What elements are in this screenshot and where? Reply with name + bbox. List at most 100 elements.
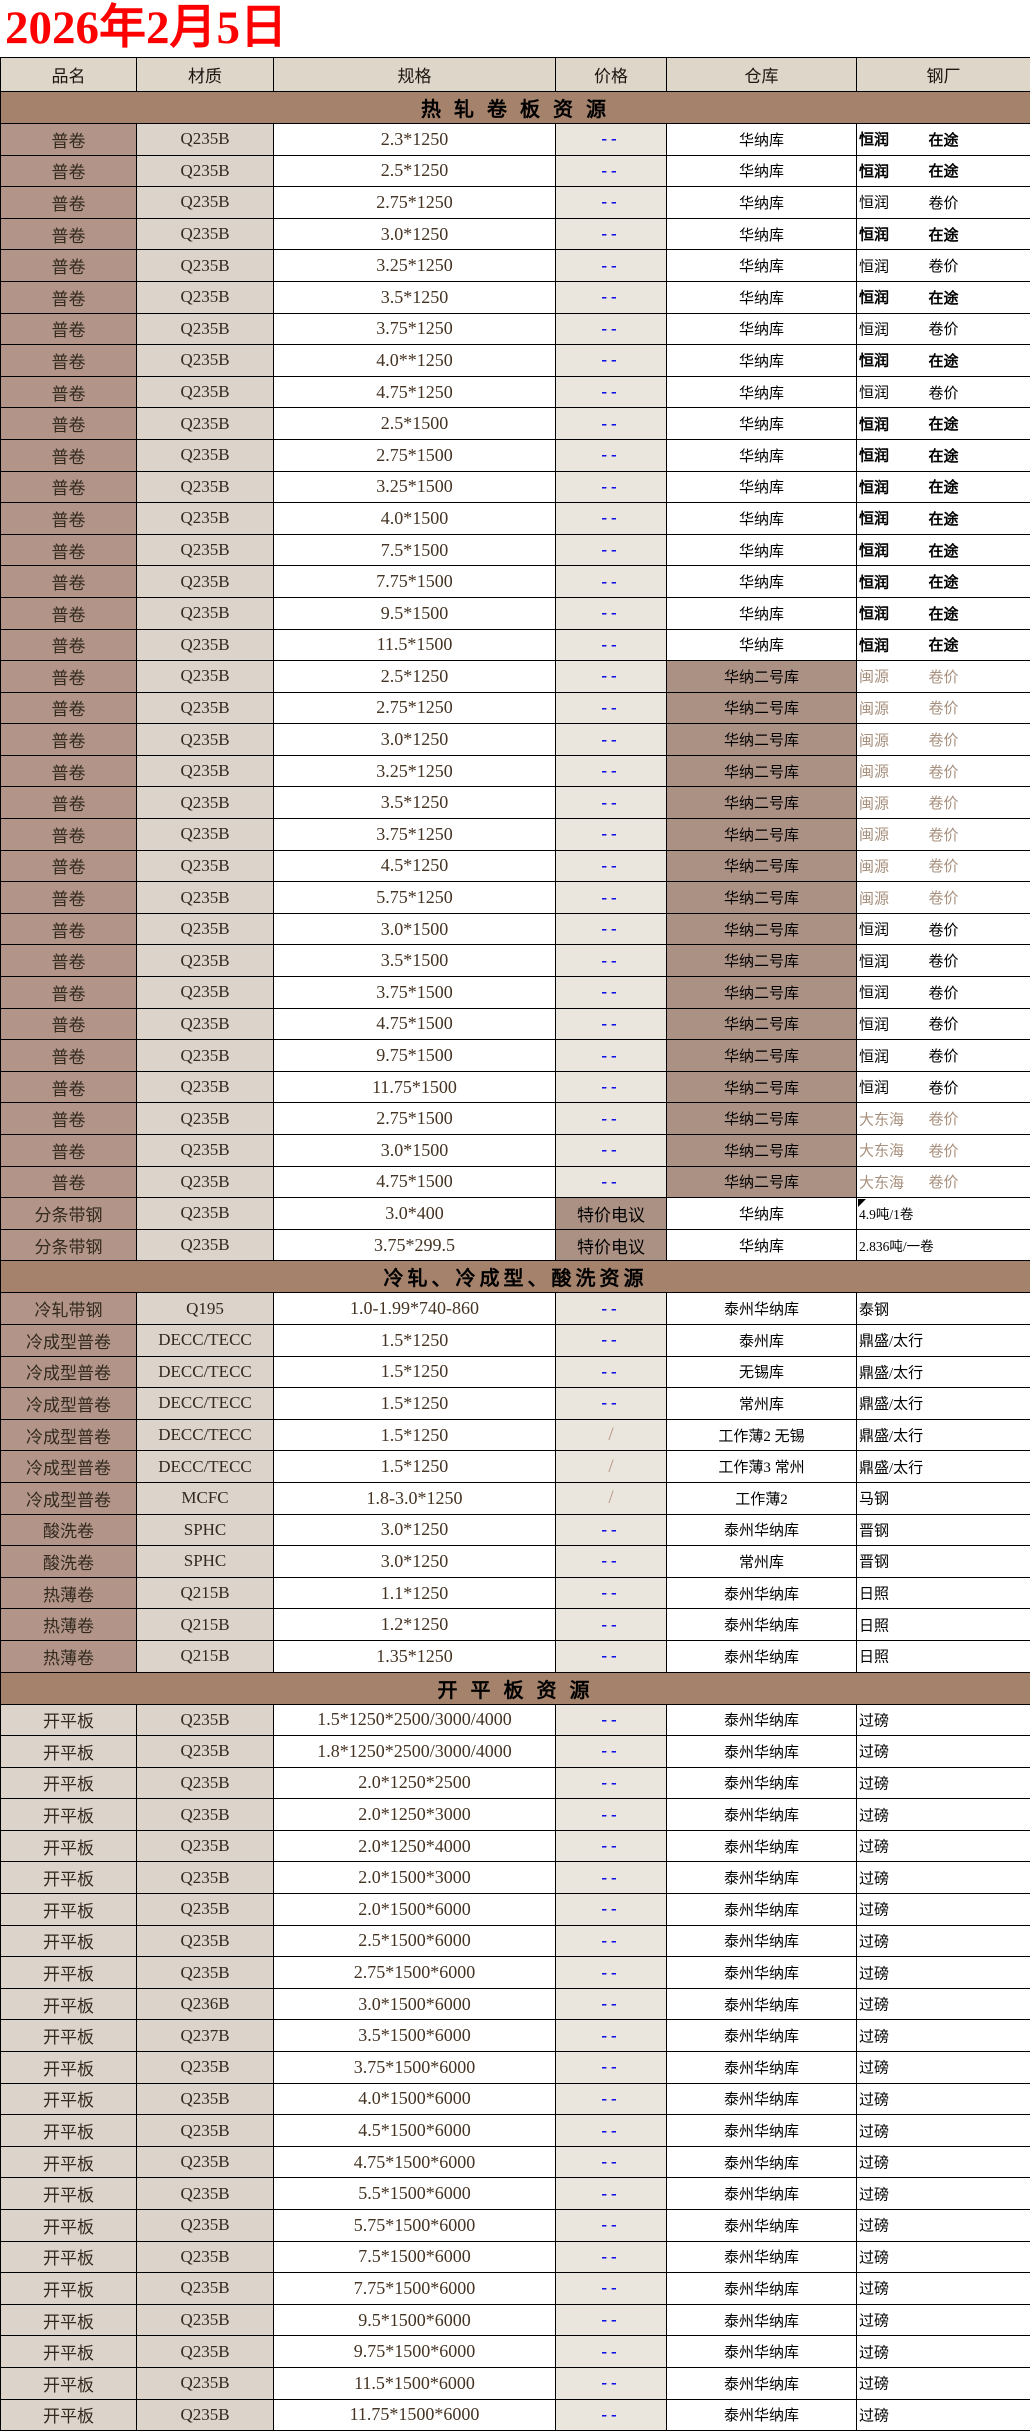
cell-product-name: 热薄卷	[0, 1576, 137, 1610]
cell-material: Q215B	[136, 1576, 274, 1610]
cell-price: --	[555, 1608, 667, 1641]
cell-mill: 恒润 卷价	[856, 944, 1030, 978]
mill-tag: 卷价	[928, 701, 959, 718]
cell-warehouse: 泰州华纳库	[666, 1735, 857, 1768]
table-row: 普卷 Q235B 3.0*1250 -- 华纳二号库 闽源 卷价	[0, 723, 1030, 756]
cell-mill: 恒润 卷价	[856, 1070, 1030, 1104]
cell-mill: 过磅	[856, 2177, 1030, 2210]
mill-name: 过磅	[859, 1966, 890, 1983]
mill-name: 过磅	[859, 2313, 890, 2330]
mill-name: 过磅	[859, 2124, 890, 2141]
table-row: 普卷 Q235B 4.5*1250 -- 华纳二号库 闽源 卷价	[0, 849, 1030, 883]
table-row: 普卷 Q235B 3.75*1250 -- 华纳二号库 闽源 卷价	[0, 818, 1030, 851]
cell-mill: 恒润 在途	[856, 407, 1030, 440]
table-row: 普卷 Q235B 2.5*1250 -- 华纳二号库 闽源 卷价	[0, 660, 1030, 693]
cell-product-name: 普卷	[0, 312, 137, 346]
cell-spec: 1.5*1250*2500/3000/4000	[273, 1703, 556, 1737]
cell-spec: 2.75*1500*6000	[273, 1956, 556, 1989]
cell-price: --	[555, 628, 667, 662]
cell-product-name: 普卷	[0, 533, 137, 567]
cell-material: Q235B	[136, 2177, 274, 2210]
cell-warehouse: 华纳二号库	[666, 849, 857, 883]
mill-name: 过磅	[859, 2376, 890, 2393]
cell-spec: 4.0*1500*6000	[273, 2082, 556, 2116]
mill-tag: 在途	[928, 575, 959, 592]
cell-warehouse: 华纳库	[666, 628, 857, 662]
cell-mill: 过磅	[856, 1861, 1030, 1895]
mill-name: 恒润	[859, 1017, 890, 1034]
table-row: 普卷 Q235B 3.25*1250 -- 华纳二号库 闽源 卷价	[0, 754, 1030, 788]
table-header-row: 品名 材质 规格 价格 仓库 钢厂	[0, 57, 1030, 92]
cell-product-name: 开平板	[0, 1798, 137, 1831]
cell-mill: 鼎盛/太行	[856, 1323, 1030, 1357]
cell-warehouse: 泰州华纳库	[666, 2209, 857, 2242]
table-row: 开平板 Q235B 4.0*1500*6000 -- 泰州华纳库 过磅	[0, 2082, 1030, 2116]
table-row: 普卷 Q235B 3.5*1250 -- 华纳二号库 闽源 卷价	[0, 786, 1030, 820]
mill-name: 大东海	[859, 1143, 905, 1160]
cell-product-name: 开平板	[0, 2082, 137, 2116]
mill-name: 恒润	[859, 322, 890, 339]
table-row: 普卷 Q235B 5.75*1250 -- 华纳二号库 闽源 卷价	[0, 881, 1030, 914]
cell-material: Q235B	[136, 186, 274, 219]
table-row: 普卷 Q235B 4.75*1500 -- 华纳二号库 大东海 卷价	[0, 1165, 1030, 1199]
cell-spec: 5.5*1500*6000	[273, 2177, 556, 2210]
cell-mill: 恒润 卷价	[856, 1007, 1030, 1041]
cell-price: --	[555, 312, 667, 346]
table-row: 普卷 Q235B 4.75*1250 -- 华纳库 恒润 卷价	[0, 375, 1030, 409]
cell-price: 特价电议	[555, 1197, 667, 1230]
cell-material: Q235B	[136, 344, 274, 377]
table-row: 热薄卷 Q215B 1.1*1250 -- 泰州华纳库 日照	[0, 1576, 1030, 1610]
cell-material: Q235B	[136, 1007, 274, 1041]
cell-material: Q235B	[136, 1798, 274, 1831]
mill-name: 过磅	[859, 1713, 890, 1730]
cell-spec: 2.5*1500	[273, 407, 556, 440]
table-row: 开平板 Q235B 4.75*1500*6000 -- 泰州华纳库 过磅	[0, 2145, 1030, 2179]
cell-product-name: 普卷	[0, 1039, 137, 1072]
table-row: 普卷 Q235B 3.0*1250 -- 华纳库 恒润 在途	[0, 217, 1030, 251]
cell-price: --	[555, 1355, 667, 1389]
cell-warehouse: 华纳库	[666, 154, 857, 188]
table-row: 分条带钢 Q235B 3.75*299.5 特价电议 华纳库 2.836吨/一卷	[0, 1228, 1030, 1262]
mill-tag: 卷价	[928, 322, 959, 339]
mill-name: 泰钢	[859, 1302, 890, 1319]
section-header-row: 热 轧 卷 板 资 源	[0, 91, 1030, 124]
cell-product-name: 开平板	[0, 1829, 137, 1863]
cell-spec: 3.5*1500*6000	[273, 2019, 556, 2053]
cell-product-name: 普卷	[0, 723, 137, 756]
cell-material: Q235B	[136, 1766, 274, 1800]
table-row: 酸洗卷 SPHC 3.0*1250 -- 常州库 晋钢	[0, 1545, 1030, 1578]
cell-warehouse: 泰州华纳库	[666, 1513, 857, 1547]
cell-warehouse: 华纳库	[666, 1228, 857, 1262]
mill-name: 恒润	[859, 448, 890, 465]
section-header: 冷轧、冷成型、酸洗资源	[0, 1260, 1030, 1294]
cell-product-name: 开平板	[0, 1861, 137, 1895]
mill-tag: 卷价	[928, 796, 959, 813]
cell-mill: 恒润 在途	[856, 438, 1030, 472]
cell-material: Q235B	[136, 1228, 274, 1262]
cell-material: Q235B	[136, 754, 274, 788]
cell-material: DECC/TECC	[136, 1418, 274, 1452]
cell-product-name: 普卷	[0, 754, 137, 788]
mill-tag: 在途	[928, 290, 959, 307]
cell-product-name: 普卷	[0, 407, 137, 440]
table-row: 普卷 Q235B 3.25*1500 -- 华纳库 恒润 在途	[0, 470, 1030, 504]
mill-name: 恒润	[859, 511, 890, 528]
cell-product-name: 冷成型普卷	[0, 1481, 137, 1515]
table-row: 开平板 Q235B 11.75*1500*6000 -- 泰州华纳库 过磅	[0, 2398, 1030, 2432]
cell-warehouse: 泰州华纳库	[666, 2019, 857, 2053]
cell-mill: 过磅	[856, 2051, 1030, 2084]
cell-mill: 过磅	[856, 1829, 1030, 1863]
cell-mill: 马钢	[856, 1481, 1030, 1515]
table-row: 普卷 Q235B 2.75*1500 -- 华纳二号库 大东海 卷价	[0, 1102, 1030, 1135]
table-row: 普卷 Q235B 2.5*1500 -- 华纳库 恒润 在途	[0, 407, 1030, 440]
table-row: 普卷 Q235B 4.0**1250 -- 华纳库 恒润 在途	[0, 344, 1030, 377]
mill-tag: 在途	[928, 164, 959, 181]
cell-product-name: 普卷	[0, 881, 137, 914]
cell-spec: 4.5*1250	[273, 849, 556, 883]
cell-warehouse: 华纳库	[666, 312, 857, 346]
table-row: 普卷 Q235B 9.5*1500 -- 华纳库 恒润 在途	[0, 596, 1030, 630]
cell-mill: 过磅	[856, 2209, 1030, 2242]
cell-warehouse: 华纳二号库	[666, 944, 857, 978]
cell-product-name: 普卷	[0, 154, 137, 188]
cell-mill: 日照	[856, 1608, 1030, 1641]
